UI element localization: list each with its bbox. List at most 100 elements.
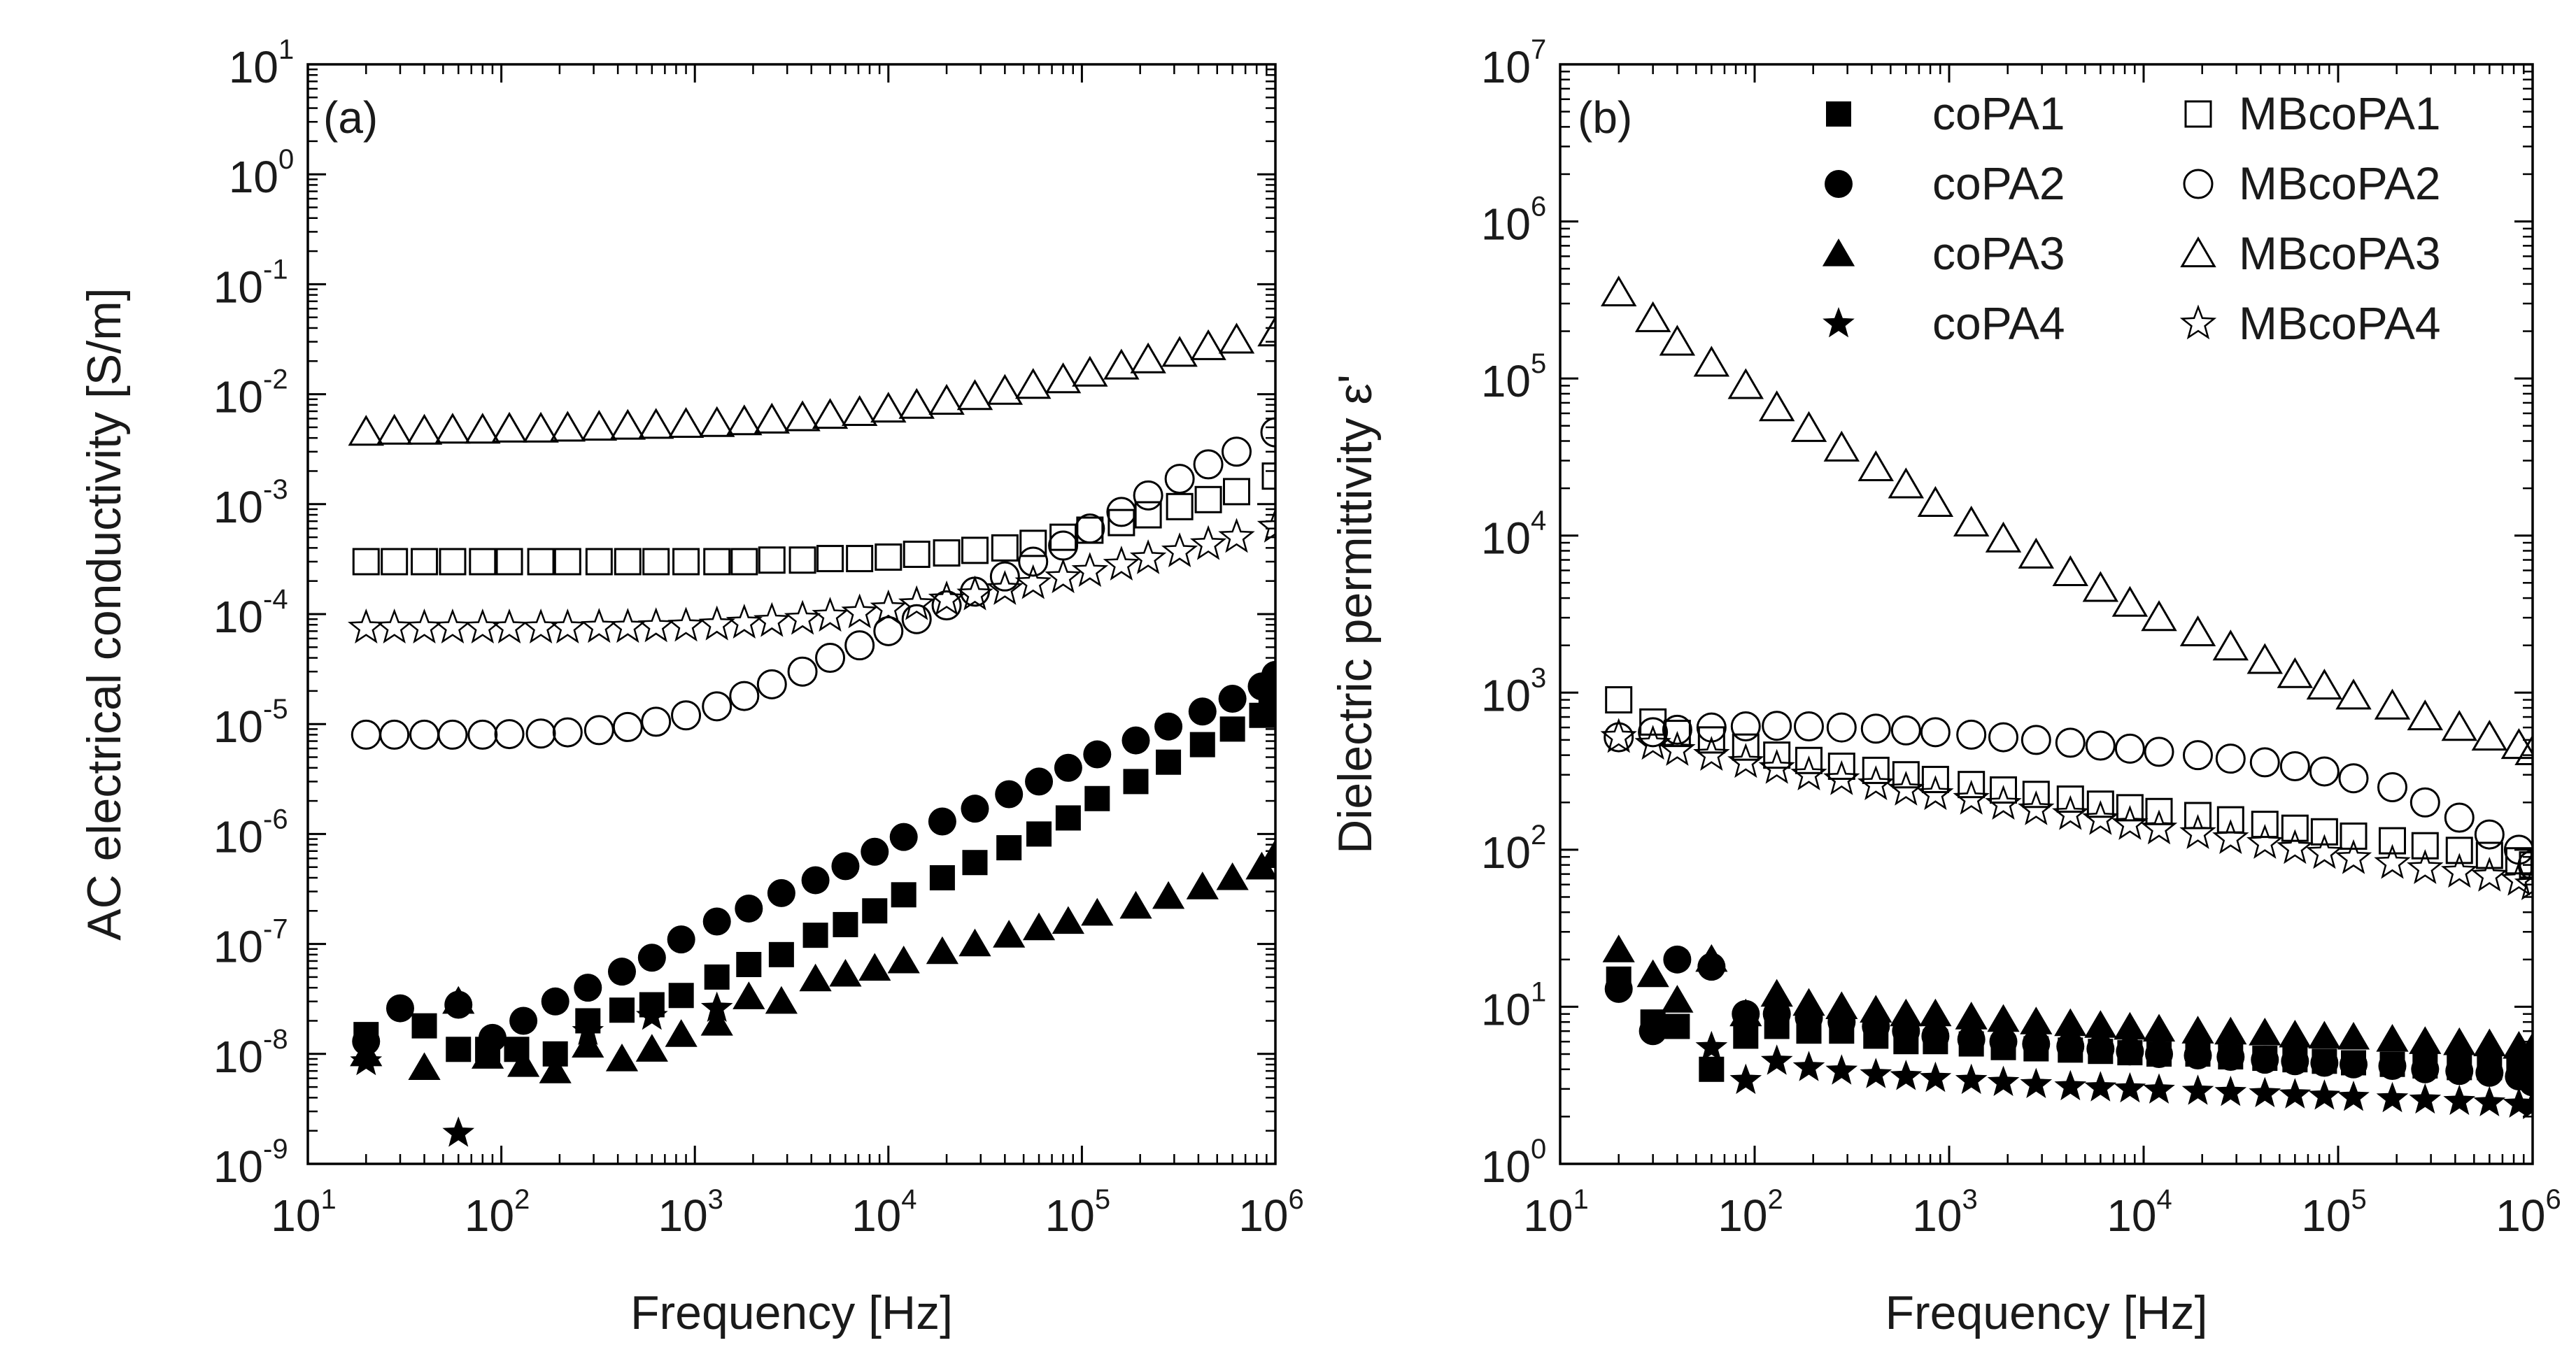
data-point [875,543,903,571]
data-point [784,400,821,432]
data-point [767,878,795,907]
data-point [2052,795,2089,830]
data-point [2020,1006,2053,1034]
y-tick-label: 10 [213,262,263,312]
data-point [858,953,891,981]
data-point [408,1052,441,1081]
data-point [1888,467,1925,499]
data-point [572,1030,604,1058]
data-point [889,823,918,851]
data-point [995,780,1024,809]
data-point [898,387,935,419]
data-point [1890,715,1921,746]
data-point [802,923,828,948]
data-point [2022,781,2050,809]
legend-marker-icon [2179,304,2217,340]
data-point [552,717,583,748]
y-tick-exponent: 1 [278,34,294,65]
data-point [1989,776,2017,804]
data-point [931,590,962,621]
data-point [2277,657,2314,688]
data-point [753,602,791,637]
data-point [829,958,862,987]
series-MBcoPA2 [351,417,1275,750]
x-tick-label: 101 [1523,1184,1588,1241]
data-point [2411,1055,2440,1083]
data-point [1890,1060,1923,1090]
data-point [1762,999,1791,1028]
data-point [1189,732,1215,757]
data-point [442,986,475,1014]
data-point [471,1041,504,1069]
x-tick-label: 104 [851,1184,917,1241]
data-point [2082,571,2119,602]
data-point [1218,518,1255,553]
data-point [1121,726,1150,755]
data-point [2246,824,2284,859]
data-point [1956,719,1987,750]
data-point [1194,485,1222,513]
data-point [2251,1046,2279,1074]
y-tick-label: 10 [229,42,278,92]
data-point [2503,1087,2533,1118]
data-point [841,394,878,427]
data-point [2309,756,2340,787]
series-MBcoPA1 [1605,686,2533,879]
data-point [2279,751,2310,782]
data-point [1919,1061,1952,1093]
data-point [1758,748,1795,784]
data-point [553,548,581,576]
data-point [1216,862,1249,890]
data-point [1697,726,1725,754]
data-point [1022,912,1056,941]
data-point [1727,368,1764,399]
data-point [1663,945,1692,974]
data-point [768,941,794,967]
data-point [2337,1021,2370,1050]
data-point [1695,944,1728,972]
data-point [2378,827,2406,855]
data-point [637,408,674,439]
data-point [2145,797,2173,825]
data-point [700,991,733,1022]
data-point [2085,730,2116,761]
data-point [1106,497,1137,527]
data-point [1758,390,1795,422]
data-point [1259,839,1275,867]
y-tick-label: 10 [1481,1141,1531,1192]
data-point [2306,669,2343,700]
data-point [870,589,907,625]
data-point [2022,1030,2051,1058]
data-point [1600,275,1637,307]
data-point [1634,301,1671,332]
y-tick-exponent: 1 [1531,976,1546,1007]
data-point [1825,1054,1858,1085]
data-point [1763,741,1791,769]
data-point [434,609,472,644]
data-point [1186,871,1219,899]
data-point [637,944,666,972]
data-point [2378,1052,2407,1081]
data-point [1860,1058,1892,1088]
data-point [2443,1027,2476,1055]
panel-a: 101 102 103 104 105 10610-910-810-710-610-510… [78,34,1304,1339]
data-point [2374,844,2411,879]
data-point [2249,1018,2281,1046]
x-tick-label: 105 [2301,1184,2366,1241]
data-point [2376,1081,2409,1113]
data-point [1219,716,1245,742]
data-point [726,404,763,436]
data-point [1222,478,1250,506]
data-point [700,1007,733,1036]
data-point [1014,564,1052,599]
panel-label: (b) [1578,92,1632,143]
data-point [2114,1072,2146,1103]
data-point [753,402,790,434]
y-tick-exponent: -3 [263,474,288,505]
data-point [1695,1030,1728,1062]
data-point [2310,1048,2339,1077]
data-point [1602,934,1635,962]
data-point [2114,733,2145,764]
data-point [381,548,409,576]
data-point [2054,1008,2087,1037]
